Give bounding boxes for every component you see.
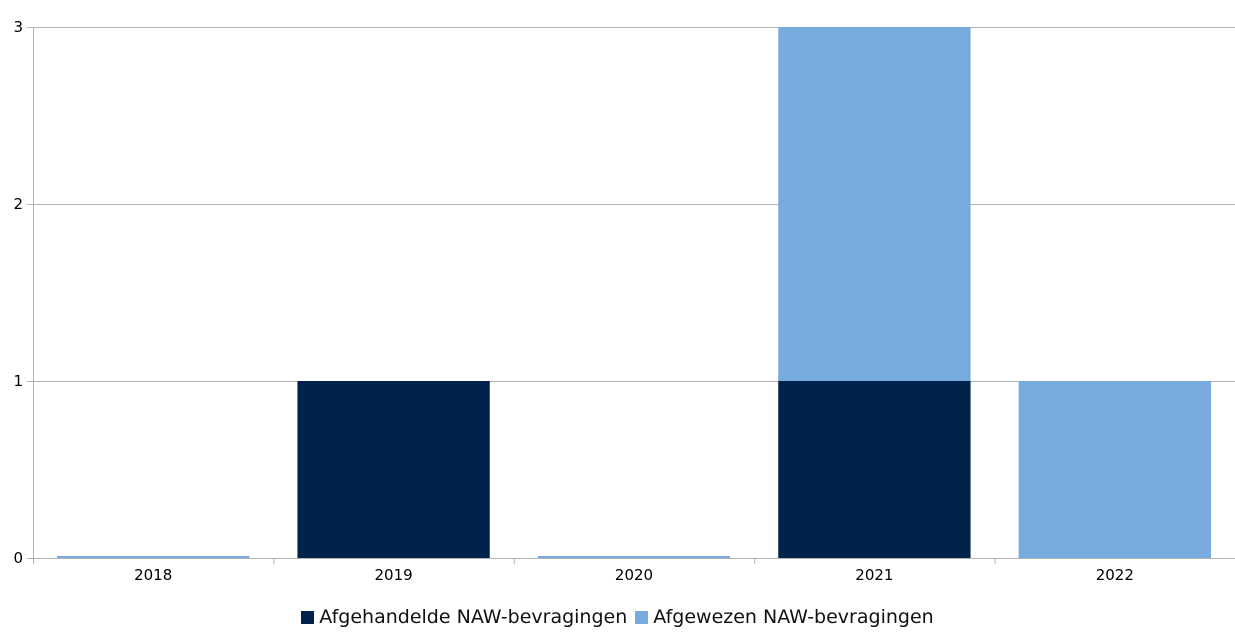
bar-2020-zero [537, 556, 731, 558]
legend-label-afgewezen: Afgewezen NAW-bevragingen [653, 606, 934, 628]
x-tick-label-2020: 2020 [615, 566, 653, 584]
y-tick-label-3: 3 [13, 18, 23, 36]
legend-item-afgehandelde: Afgehandelde NAW-bevragingen [301, 606, 627, 628]
x-tick-label-2019: 2019 [375, 566, 413, 584]
legend-item-afgewezen: Afgewezen NAW-bevragingen [635, 606, 934, 628]
legend-swatch-afgehandelde [301, 610, 315, 624]
bar-2021-series-2 [778, 27, 971, 381]
bar-2022-series-2 [1018, 381, 1211, 558]
bar-2018-zero [57, 556, 250, 558]
legend-swatch-afgewezen [635, 610, 649, 624]
y-tick-label-0: 0 [13, 549, 23, 567]
bar-2021-series-1 [778, 381, 971, 558]
x-tick-label-2018: 2018 [134, 566, 172, 584]
bar-2019-series-1 [297, 381, 490, 558]
chart-legend: Afgehandelde NAW-bevragingen Afgewezen N… [0, 606, 1235, 628]
bar-chart: 0 1 2 3 2018 2019 2020 2021 2022 [13, 18, 1235, 584]
y-tick-label-2: 2 [13, 195, 23, 213]
x-tick-label-2022: 2022 [1096, 566, 1134, 584]
y-tick-label-1: 1 [13, 372, 23, 390]
legend-label-afgehandelde: Afgehandelde NAW-bevragingen [319, 606, 628, 628]
x-tick-label-2021: 2021 [855, 566, 893, 584]
